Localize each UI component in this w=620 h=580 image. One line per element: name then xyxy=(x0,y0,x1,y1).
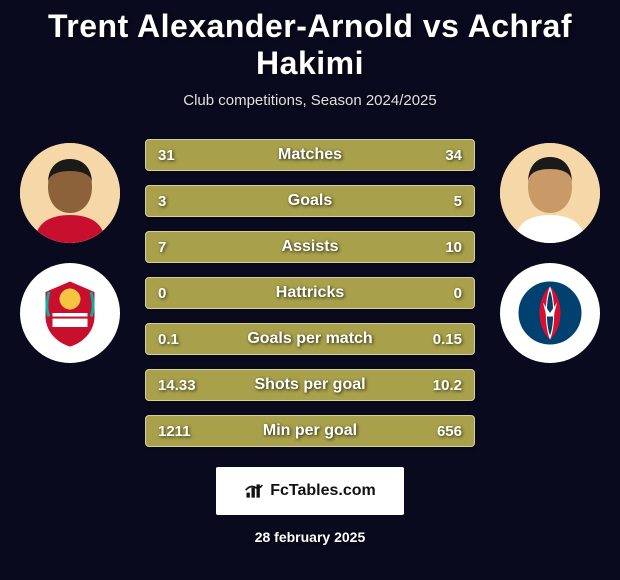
stat-label: Hattricks xyxy=(276,284,344,302)
player-left-silhouette-icon xyxy=(20,143,120,243)
left-column xyxy=(10,139,130,363)
psg-crest-icon xyxy=(515,278,585,348)
stat-left-value: 1211 xyxy=(158,423,191,440)
player-right-avatar xyxy=(500,143,600,243)
right-column xyxy=(490,139,610,363)
stat-row: 3 Goals 5 xyxy=(145,185,475,217)
stat-label: Matches xyxy=(278,146,342,164)
footer: FcTables.com 28 february 2025 xyxy=(216,467,404,545)
stat-left-value: 0 xyxy=(158,285,166,302)
stat-left-value: 7 xyxy=(158,239,166,256)
page-title: Trent Alexander-Arnold vs Achraf Hakimi xyxy=(0,8,620,82)
stat-left-value: 3 xyxy=(158,193,166,210)
player-right-silhouette-icon xyxy=(500,143,600,243)
club-left-badge xyxy=(20,263,120,363)
comparison-card: Trent Alexander-Arnold vs Achraf Hakimi … xyxy=(0,0,620,580)
stat-left-value: 31 xyxy=(158,147,175,164)
stat-label: Goals xyxy=(288,192,332,210)
stat-right-value: 656 xyxy=(437,423,462,440)
stat-right-value: 0.15 xyxy=(433,331,462,348)
stat-row: 14.33 Shots per goal 10.2 xyxy=(145,369,475,401)
stat-row: 31 Matches 34 xyxy=(145,139,475,171)
stat-row: 1211 Min per goal 656 xyxy=(145,415,475,447)
stat-right-value: 5 xyxy=(454,193,462,210)
stat-row: 0.1 Goals per match 0.15 xyxy=(145,323,475,355)
stat-right-value: 10.2 xyxy=(433,377,462,394)
stat-left-value: 0.1 xyxy=(158,331,179,348)
date-label: 28 february 2025 xyxy=(255,529,366,545)
stat-bars: 31 Matches 34 3 Goals 5 7 Assists 10 0 H… xyxy=(145,139,475,447)
stat-label: Assists xyxy=(282,238,339,256)
stat-left-value: 14.33 xyxy=(158,377,196,394)
main-area: 31 Matches 34 3 Goals 5 7 Assists 10 0 H… xyxy=(0,139,620,447)
subtitle: Club competitions, Season 2024/2025 xyxy=(183,92,437,109)
stat-row: 0 Hattricks 0 xyxy=(145,277,475,309)
club-right-badge xyxy=(500,263,600,363)
stat-label: Goals per match xyxy=(247,330,372,348)
chart-icon xyxy=(244,481,264,501)
stat-row: 7 Assists 10 xyxy=(145,231,475,263)
stat-label: Min per goal xyxy=(263,422,357,440)
brand-label: FcTables.com xyxy=(270,482,376,500)
stat-right-value: 34 xyxy=(445,147,462,164)
stat-label: Shots per goal xyxy=(254,376,365,394)
stat-right-value: 10 xyxy=(445,239,462,256)
player-left-avatar xyxy=(20,143,120,243)
stat-right-value: 0 xyxy=(454,285,462,302)
brand-badge[interactable]: FcTables.com xyxy=(216,467,404,515)
liverpool-crest-icon xyxy=(35,278,105,348)
